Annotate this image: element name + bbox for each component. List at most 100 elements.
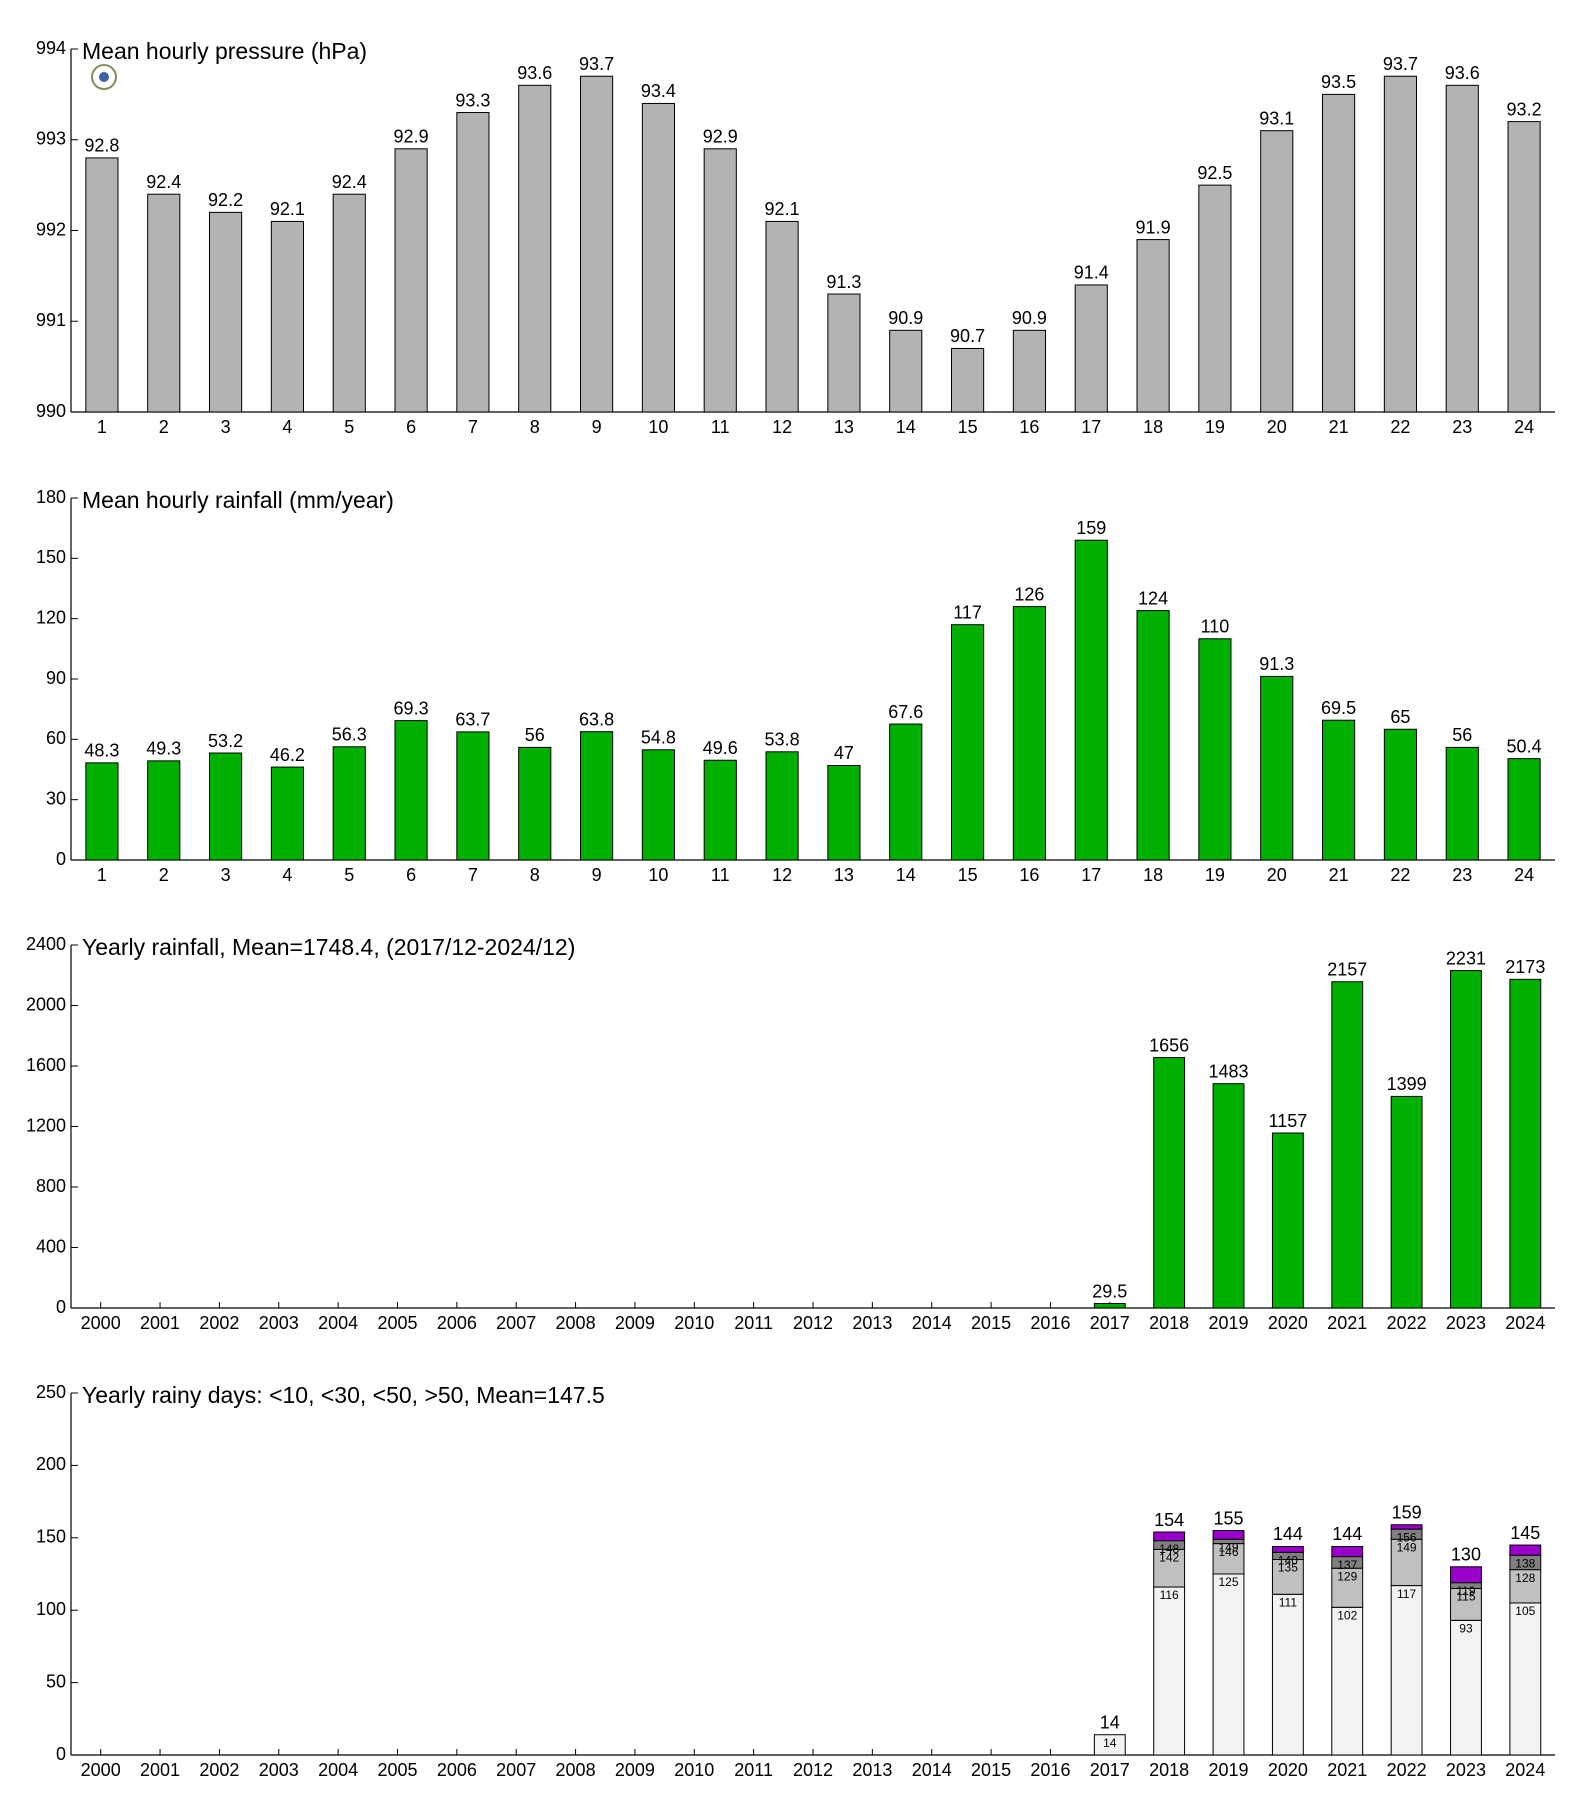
y-tick-label: 0 [56, 849, 66, 869]
value-label: 93.3 [455, 90, 490, 110]
value-label: 49.6 [703, 738, 738, 758]
x-tick-label: 13 [834, 417, 854, 437]
bar [1271, 1132, 1304, 1309]
bar-segment [1509, 1602, 1542, 1756]
bar [209, 211, 243, 413]
x-tick-label: 21 [1329, 865, 1349, 885]
total-label: 130 [1451, 1545, 1481, 1565]
x-tick-label: 19 [1205, 417, 1225, 437]
x-tick-label: 8 [530, 865, 540, 885]
bar [85, 762, 119, 861]
x-tick-label: 2005 [377, 1313, 417, 1333]
x-tick-label: 2012 [793, 1760, 833, 1780]
bar-segment [1331, 1545, 1364, 1558]
value-label: 92.2 [208, 190, 243, 210]
bar [85, 157, 119, 413]
x-tick-label: 2000 [81, 1760, 121, 1780]
x-tick-label: 2013 [852, 1760, 892, 1780]
x-tick-label: 2015 [971, 1760, 1011, 1780]
x-tick-label: 2016 [1030, 1313, 1070, 1333]
value-label: 53.8 [765, 730, 800, 750]
segment-label: 115 [1456, 1590, 1475, 1604]
bar [1450, 970, 1482, 1309]
value-label: 92.4 [146, 172, 181, 192]
x-tick-label: 5 [344, 417, 354, 437]
value-label: 46.2 [270, 745, 305, 765]
x-tick-label: 2004 [318, 1313, 358, 1333]
y-tick-label: 200 [36, 1454, 66, 1474]
segment-label: 128 [1515, 1571, 1535, 1585]
x-tick-label: 2010 [674, 1313, 714, 1333]
value-label: 2231 [1446, 948, 1486, 968]
x-tick-label: 2006 [437, 1760, 477, 1780]
bar-segment [1390, 1538, 1423, 1587]
bar [1322, 719, 1356, 861]
x-tick-label: 2007 [496, 1760, 536, 1780]
bar [1212, 1083, 1245, 1309]
segment-label: 138 [1515, 1556, 1535, 1570]
bar-segment [1331, 1606, 1364, 1756]
value-label: 90.9 [888, 308, 923, 328]
y-tick-label: 0 [56, 1297, 66, 1317]
x-tick-label: 20 [1267, 865, 1287, 885]
value-label: 49.3 [146, 739, 181, 759]
x-tick-label: 2011 [734, 1313, 773, 1333]
x-tick-label: 2016 [1030, 1760, 1070, 1780]
segment-label: 111 [1279, 1595, 1298, 1609]
x-tick-label: 9 [592, 865, 602, 885]
x-tick-label: 2001 [140, 1760, 180, 1780]
bar [1390, 1095, 1423, 1309]
x-tick-label: 23 [1452, 865, 1472, 885]
y-tick-label: 994 [36, 38, 66, 58]
x-tick-label: 22 [1390, 865, 1410, 885]
value-label: 126 [1014, 584, 1044, 604]
x-tick-label: 2019 [1208, 1313, 1248, 1333]
segment-label: 140 [1278, 1553, 1298, 1567]
bar [1074, 284, 1108, 413]
total-label: 154 [1154, 1510, 1184, 1530]
bar-segment [1450, 1619, 1482, 1756]
x-tick-label: 10 [648, 865, 668, 885]
value-label: 90.7 [950, 326, 985, 346]
bar [147, 193, 181, 413]
x-tick-label: 2021 [1327, 1760, 1367, 1780]
y-tick-label: 992 [36, 219, 66, 239]
y-tick-label: 50 [46, 1671, 66, 1691]
y-tick-label: 2400 [26, 934, 66, 954]
x-tick-label: 15 [958, 417, 978, 437]
bar [332, 746, 366, 861]
y-tick-label: 993 [36, 129, 66, 149]
value-label: 67.6 [888, 702, 923, 722]
x-tick-label: 2006 [437, 1313, 477, 1333]
x-tick-label: 4 [282, 865, 292, 885]
bar [1260, 675, 1294, 861]
x-tick-label: 14 [896, 865, 916, 885]
segment-label: 148 [1159, 1542, 1179, 1556]
x-tick-label: 2 [159, 417, 169, 437]
y-tick-label: 990 [36, 401, 66, 421]
value-label: 92.8 [84, 136, 119, 156]
value-label: 1157 [1269, 1111, 1308, 1131]
bar [147, 760, 181, 861]
segment-label: 129 [1337, 1569, 1357, 1583]
bar [1074, 539, 1108, 861]
segment-label: 146 [1219, 1545, 1239, 1559]
bar [1445, 746, 1479, 861]
bar [1509, 978, 1542, 1309]
bar-segment [1450, 1587, 1482, 1621]
value-label: 159 [1076, 518, 1106, 538]
bar [332, 193, 366, 413]
bar-segment [1153, 1586, 1186, 1756]
y-tick-label: 90 [46, 668, 66, 688]
x-tick-label: 16 [1019, 417, 1039, 437]
bar-segment [1509, 1569, 1542, 1604]
value-label: 53.2 [208, 731, 243, 751]
x-tick-label: 2017 [1090, 1313, 1130, 1333]
x-tick-label: 2014 [912, 1313, 952, 1333]
chart-title: Yearly rainy days: <10, <30, <50, >50, M… [82, 1382, 605, 1408]
y-tick-label: 991 [36, 310, 66, 330]
x-tick-label: 2001 [140, 1313, 180, 1333]
y-tick-label: 2000 [26, 994, 66, 1014]
value-label: 93.5 [1321, 72, 1356, 92]
